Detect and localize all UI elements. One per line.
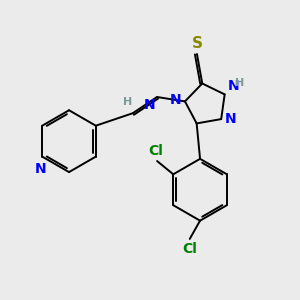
Text: H: H <box>235 78 244 88</box>
Text: N: N <box>228 79 240 93</box>
Text: Cl: Cl <box>182 242 197 256</box>
Text: S: S <box>191 35 203 50</box>
Text: N: N <box>225 112 236 126</box>
Text: N: N <box>35 162 46 176</box>
Text: Cl: Cl <box>148 144 163 158</box>
Text: N: N <box>144 98 155 112</box>
Text: H: H <box>123 97 132 107</box>
Text: N: N <box>170 93 182 107</box>
